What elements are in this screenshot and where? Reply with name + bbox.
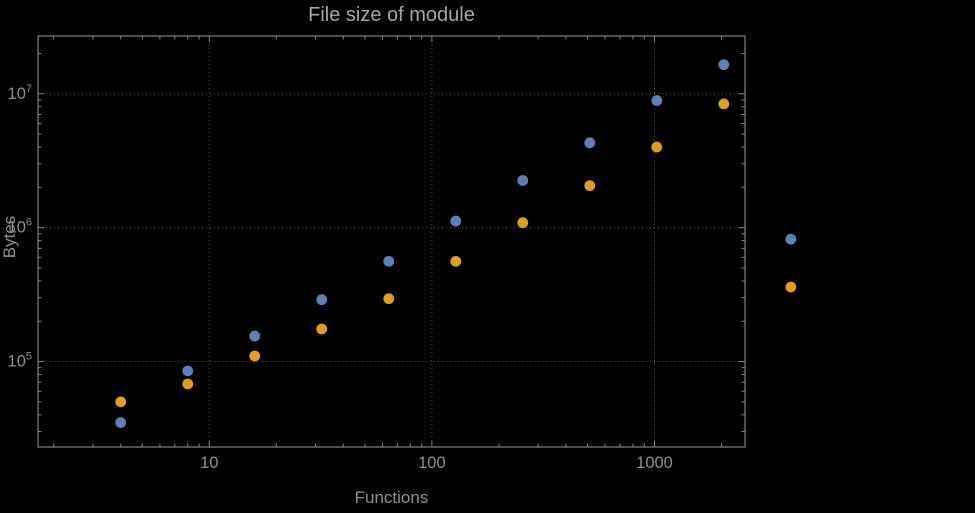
data-point-blue — [517, 175, 529, 186]
data-point-blue — [383, 255, 395, 267]
data-point-orange — [316, 323, 328, 335]
data-point-orange — [115, 396, 127, 408]
data-point-blue — [651, 95, 663, 106]
data-point-blue — [182, 365, 194, 377]
data-point-blue — [249, 330, 261, 342]
x-tick-label: 1000 — [636, 454, 673, 472]
data-point-blue — [785, 233, 797, 245]
y-tick-label: 107 — [8, 83, 32, 103]
data-point-orange — [249, 350, 261, 362]
y-tick-label: 105 — [8, 351, 32, 371]
data-point-orange — [383, 293, 395, 305]
data-point-orange — [450, 255, 462, 267]
x-tick-label: 10 — [200, 454, 218, 472]
data-point-blue — [316, 294, 328, 306]
data-point-blue — [450, 215, 462, 227]
plot-frame — [37, 35, 746, 448]
chart-title: File size of module — [308, 4, 475, 26]
data-point-orange — [651, 141, 663, 153]
data-point-blue — [115, 417, 127, 428]
x-axis-label: Functions — [354, 488, 429, 507]
data-point-orange — [182, 378, 194, 390]
data-point-orange — [517, 217, 529, 229]
data-point-orange — [718, 98, 730, 110]
data-point-blue — [584, 137, 596, 149]
data-point-orange — [785, 281, 797, 293]
data-point-orange — [584, 180, 596, 192]
x-tick-label: 100 — [418, 454, 446, 472]
y-axis-label: Bytes — [0, 215, 19, 259]
y-tick-label: 106 — [8, 217, 32, 237]
data-point-blue — [718, 59, 730, 71]
